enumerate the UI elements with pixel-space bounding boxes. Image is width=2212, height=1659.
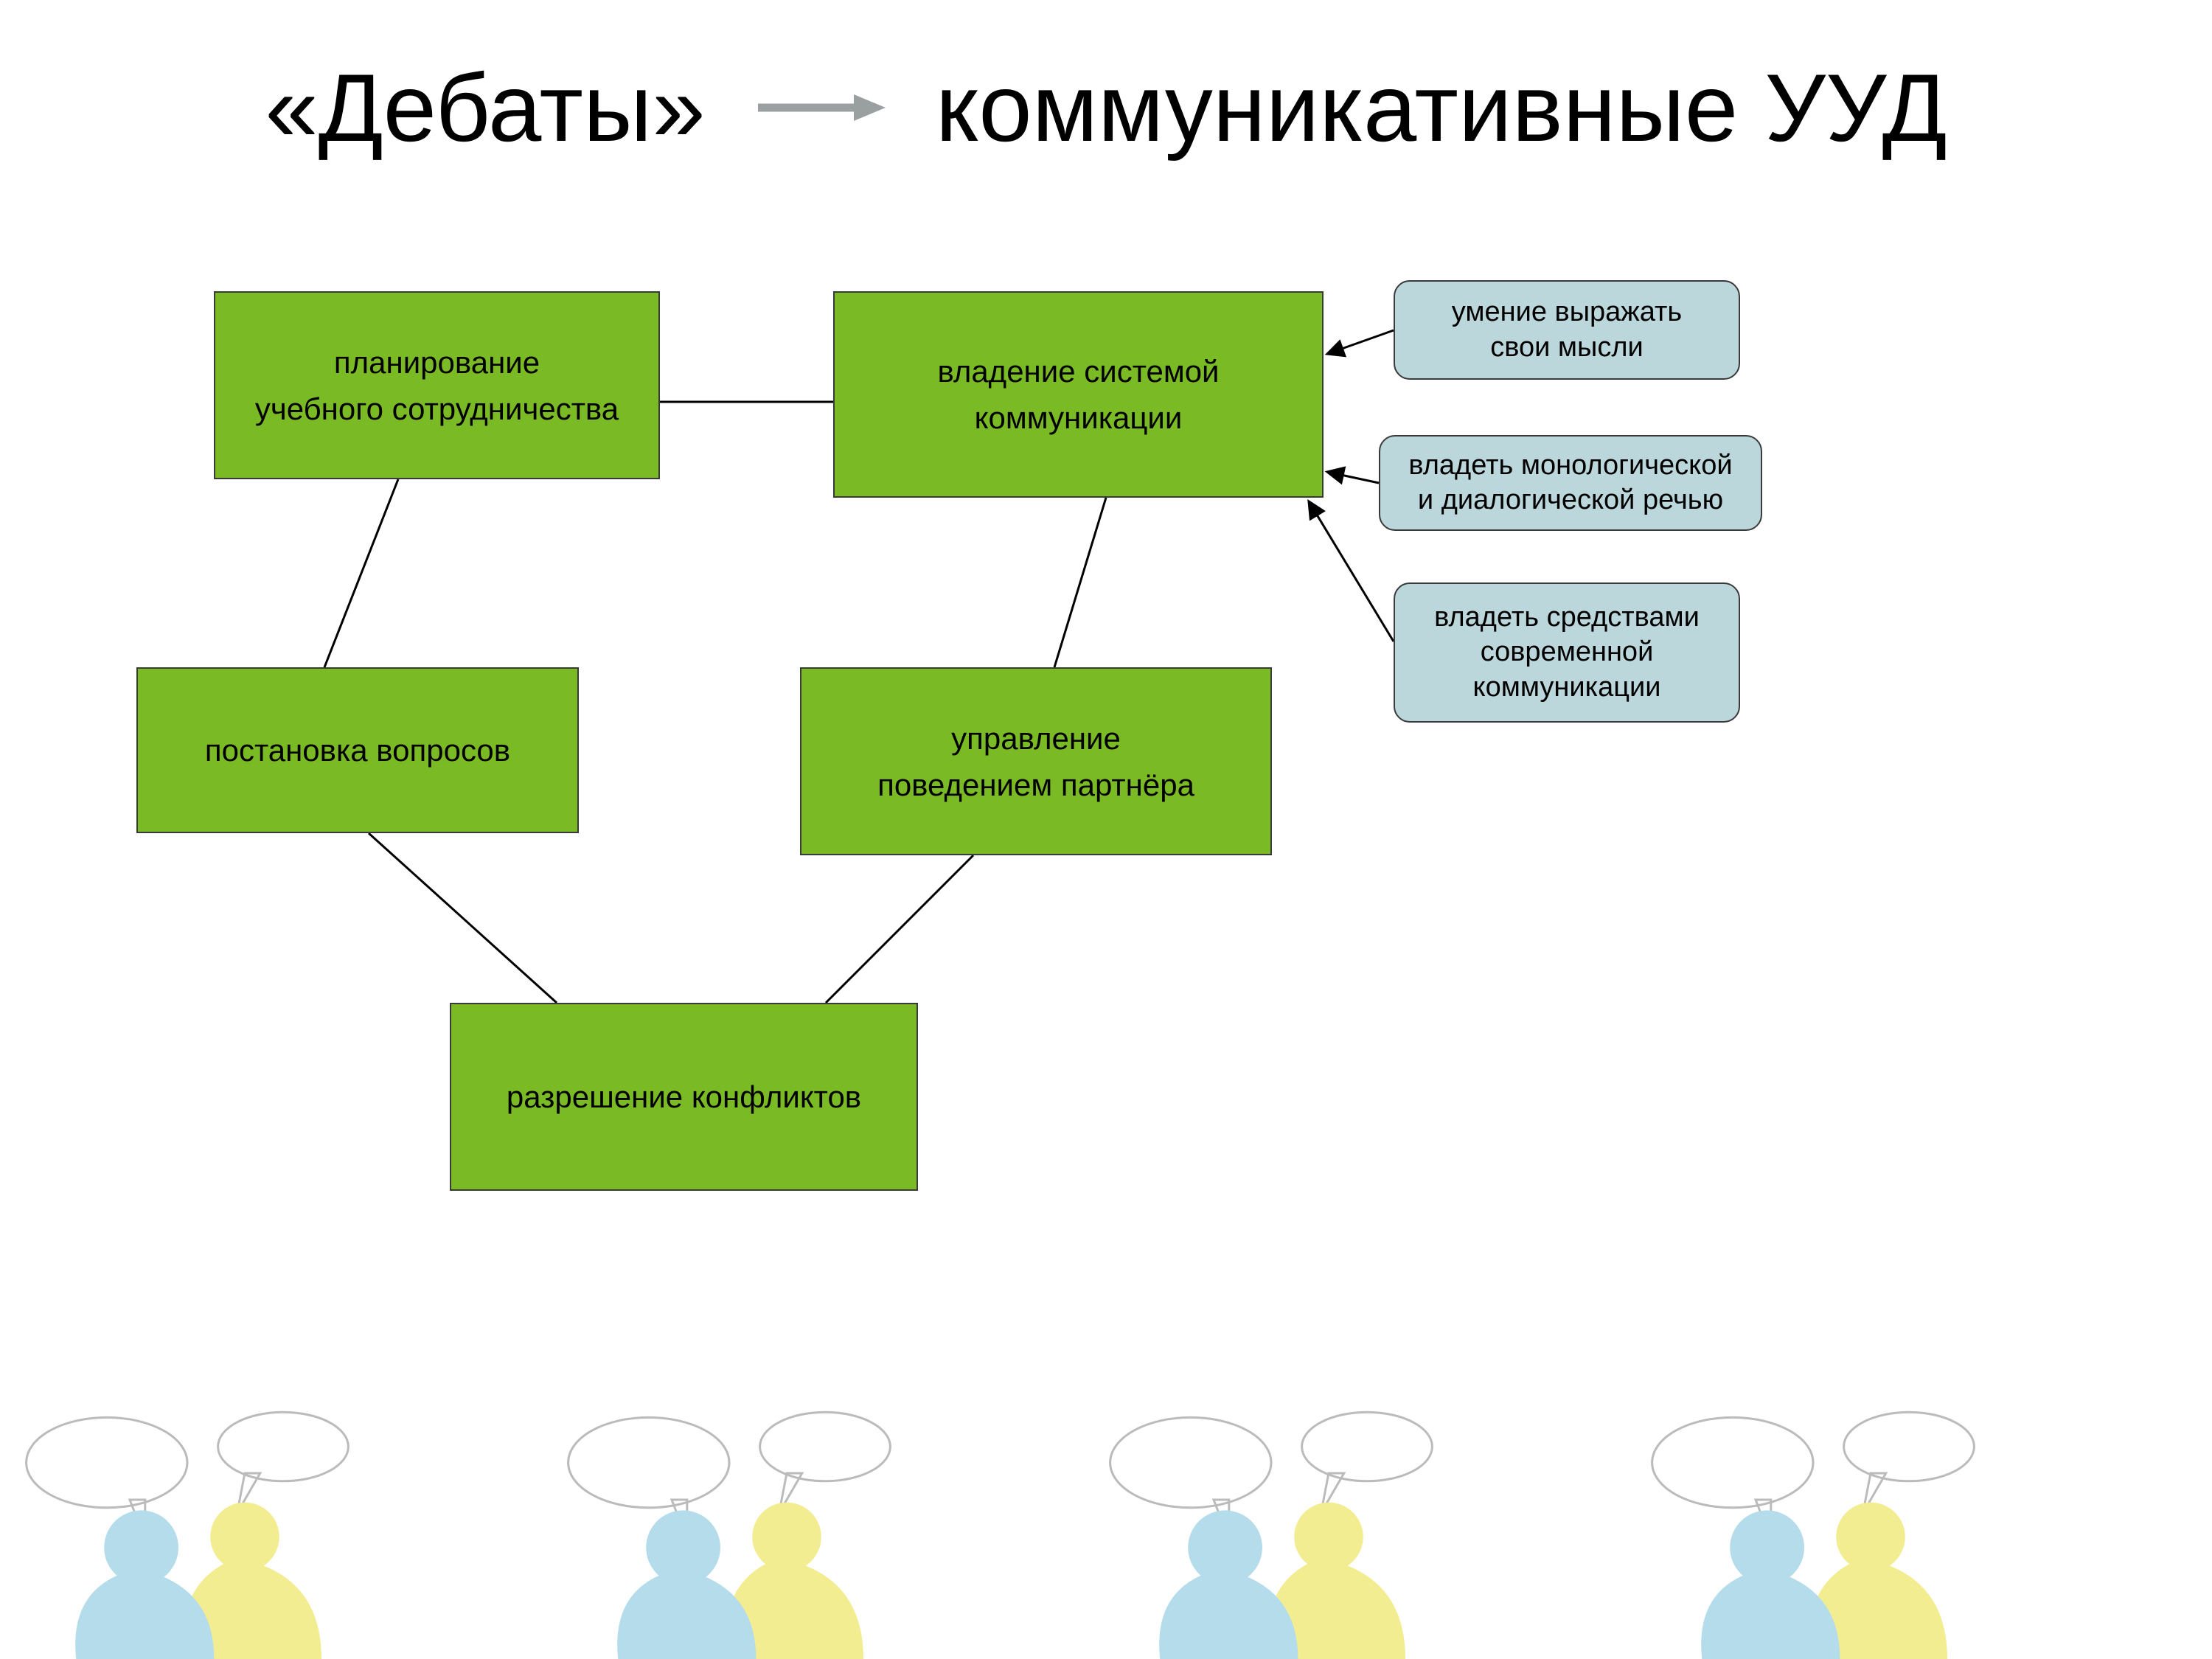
callout-monologue-dialogue: владеть монологическойи диалогической ре…	[1379, 435, 1762, 531]
chat-people-icon	[1641, 1394, 2024, 1659]
node-planning: планированиеучебного сотрудничества	[214, 291, 660, 479]
node-questions: постановка вопросов	[136, 667, 579, 833]
node-communication-system: владение системойкоммуникации	[833, 291, 1324, 498]
page-title: «Дебаты» коммуникативные УУД	[0, 44, 2212, 163]
diagram-stage: «Дебаты» коммуникативные УУД планировани…	[0, 0, 2212, 1659]
callout-label: умение выражатьсвои мысли	[1452, 295, 1682, 365]
callout-label: владеть монологическойи диалогической ре…	[1408, 448, 1732, 518]
footer-icons-row	[0, 1394, 2212, 1659]
title-right: коммуникативные УУД	[936, 52, 1947, 163]
node-label: владение системойкоммуникации	[937, 348, 1219, 441]
title-arrow-icon	[754, 86, 887, 130]
node-label: разрешение конфликтов	[507, 1074, 861, 1120]
node-partner-behavior: управлениеповедением партнёра	[800, 667, 1272, 855]
node-label: постановка вопросов	[205, 727, 510, 773]
chat-people-icon	[15, 1394, 398, 1659]
title-left: «Дебаты»	[265, 52, 705, 163]
callout-label: владеть средствамисовременнойкоммуникаци…	[1434, 600, 1700, 706]
chat-people-icon	[557, 1394, 940, 1659]
chat-people-icon	[1099, 1394, 1482, 1659]
callout-modern-communication: владеть средствамисовременнойкоммуникаци…	[1394, 582, 1740, 723]
node-conflict-resolution: разрешение конфликтов	[450, 1003, 918, 1191]
node-label: управлениеповедением партнёра	[877, 715, 1194, 808]
node-label: планированиеучебного сотрудничества	[255, 339, 619, 432]
callout-express-thoughts: умение выражатьсвои мысли	[1394, 280, 1740, 380]
